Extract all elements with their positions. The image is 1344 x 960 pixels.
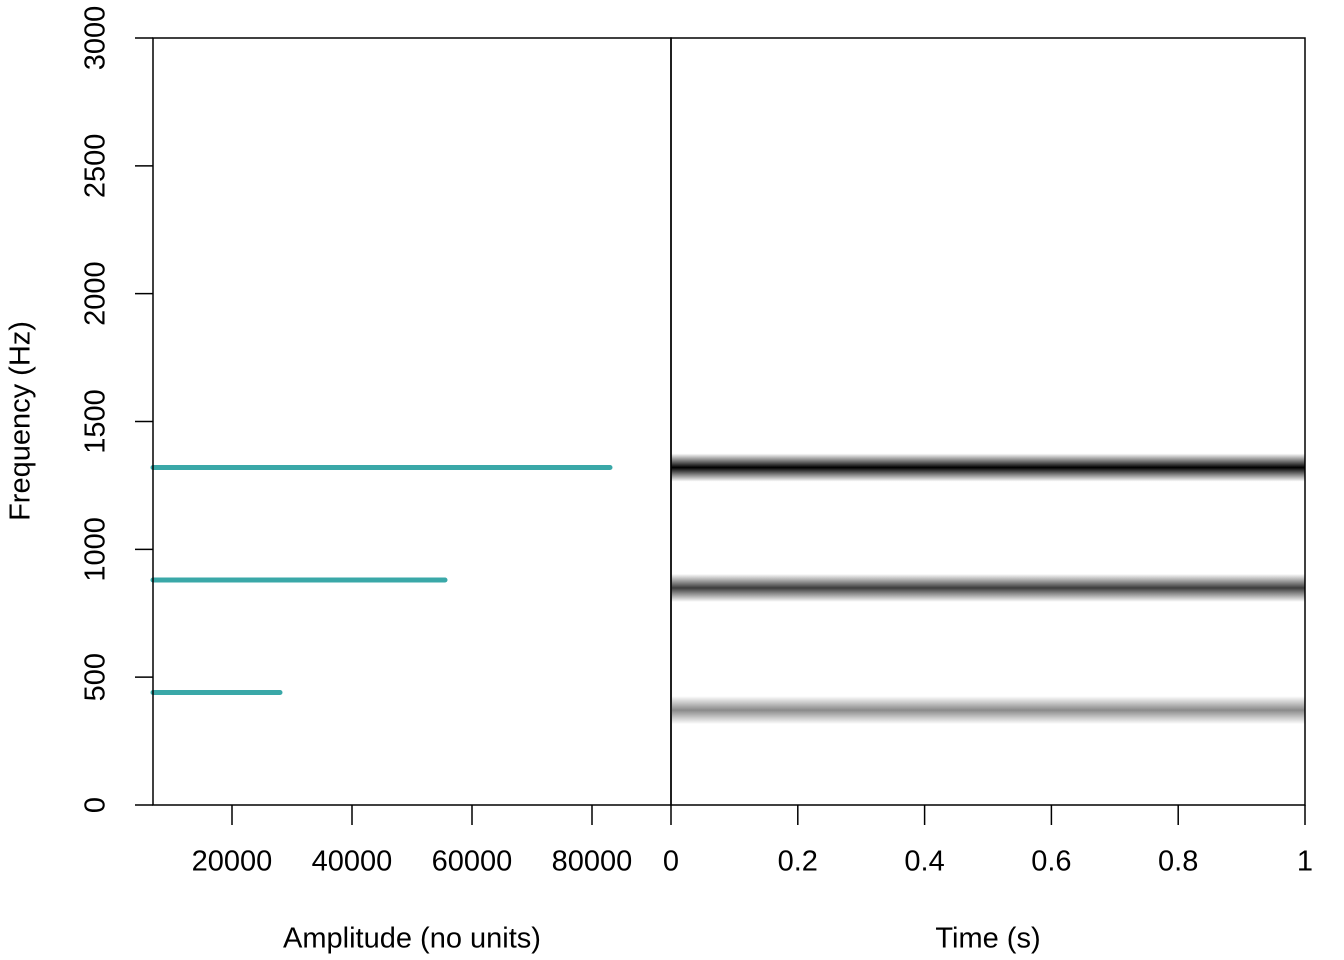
y-tick-label: 2000 <box>80 261 112 326</box>
spectral-band <box>671 453 1305 482</box>
y-tick-label: 3000 <box>80 6 112 71</box>
x-tick-label: 20000 <box>192 846 273 878</box>
x-tick-label: 0 <box>663 846 679 878</box>
spectral-band <box>671 696 1305 725</box>
x-tick-label: 0.8 <box>1158 846 1198 878</box>
x-tick-label: 0.6 <box>1031 846 1071 878</box>
plot-frame <box>152 37 672 806</box>
y-tick-label: 0 <box>80 797 112 813</box>
y-tick-label: 1000 <box>80 517 112 582</box>
x-tick-label: 80000 <box>552 846 633 878</box>
y-tick-label: 500 <box>80 653 112 701</box>
x-tick-label: 40000 <box>312 846 393 878</box>
x-axis-label: Time (s) <box>935 923 1040 955</box>
x-tick-label: 60000 <box>432 846 513 878</box>
x-tick-label: 0.2 <box>778 846 818 878</box>
y-tick-label: 2500 <box>80 134 112 199</box>
x-tick-label: 1 <box>1297 846 1313 878</box>
x-axis-label: Amplitude (no units) <box>283 923 541 955</box>
plot-frame <box>670 37 1306 806</box>
y-tick-label: 1500 <box>80 389 112 454</box>
x-tick-label: 0.4 <box>904 846 944 878</box>
spectral-band <box>671 573 1305 602</box>
y-axis-label: Frequency (Hz) <box>5 321 37 521</box>
